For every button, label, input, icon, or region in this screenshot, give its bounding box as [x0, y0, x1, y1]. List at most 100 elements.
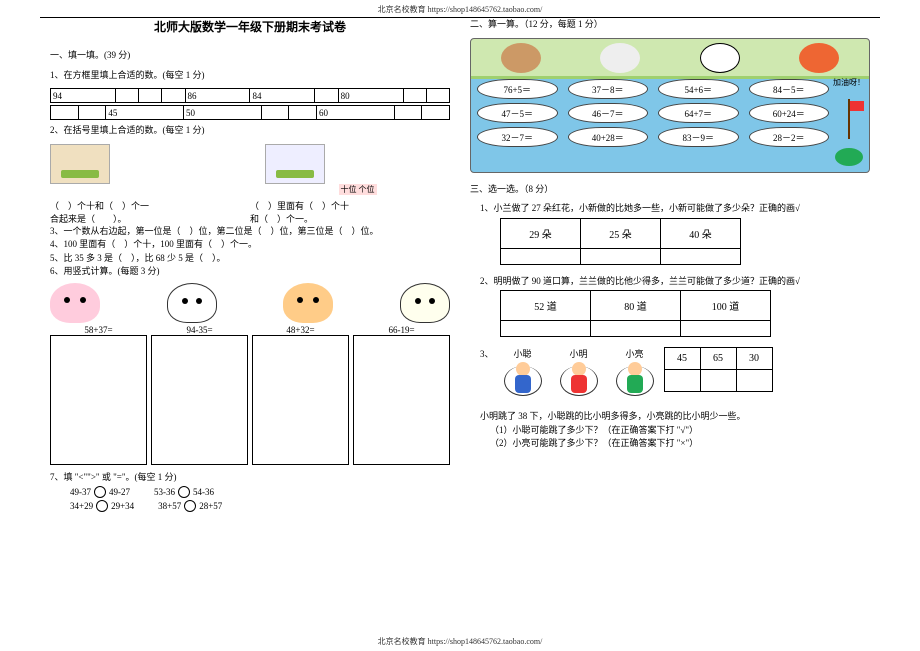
animals-row [471, 43, 869, 73]
workbox-1: 58+37= [50, 325, 147, 465]
q2-label: 2、在括号里填上合适的数。(每空 1 分) [50, 124, 450, 138]
cmp-row-2: 34+29 29+34 38+57 28+57 [70, 500, 450, 512]
q4: 4、100 里面有（ ）个十，100 里面有（ ）个一。 [50, 238, 450, 252]
cell: 50 [183, 106, 261, 120]
kid-jump-icon [616, 362, 654, 406]
bubble: 28－2＝ [749, 127, 830, 147]
cell: 94 [51, 89, 116, 103]
cell [315, 89, 338, 103]
eq-1: 58+37= [50, 325, 147, 335]
q1-table-row1: 94 86 84 80 [50, 88, 450, 103]
kid-jump-icon [560, 362, 598, 406]
kid-jump-icon [504, 362, 542, 406]
rabbit-icon [600, 43, 640, 73]
q3: 3、一个数从右边起，第一位是（ ）位，第二位是（ ）位，第三位是（ ）位。 [50, 225, 450, 239]
kids-row: 小聪 小明 小亮 [504, 347, 654, 406]
kid-1-label: 小聪 [504, 347, 542, 360]
blank-cell [700, 370, 736, 392]
workbox-4: 66-19= [353, 325, 450, 465]
kid-2-label: 小明 [560, 347, 598, 360]
cell: 80 [338, 89, 403, 103]
cmp-r: 29+34 [111, 501, 134, 511]
blank-circle [178, 486, 190, 498]
opt: 52 道 [501, 291, 591, 321]
cell: 60 [316, 106, 394, 120]
cell [51, 106, 79, 120]
kid-3: 小亮 [616, 347, 654, 406]
bubble: 60+24＝ [749, 103, 830, 123]
sheep-icon [400, 283, 450, 323]
workarea-3 [252, 335, 349, 465]
cmp-r: 49-27 [109, 487, 130, 497]
s3-q1: 1、小兰做了 27 朵红花，小新做的比她多一些，小新可能做了多少朵？正确的画√ [480, 202, 870, 216]
q7-label: 7、填 "<"">" 或 "="。(每空 1 分) [50, 471, 450, 485]
opt: 80 道 [591, 291, 681, 321]
q2-text-row2: 合起来是（ ）。 和（ ）个一。 [50, 212, 450, 225]
num: 65 [700, 348, 736, 370]
flag-icon [839, 99, 859, 139]
blocks-image [50, 144, 110, 184]
section-3-heading: 三、选一选。（8 分） [470, 183, 870, 197]
abacus-image [265, 144, 325, 184]
right-column: 二、算一算。（12 分，每题 1 分） 加油呀！ 76+5＝ 37－8＝ 54+… [470, 18, 870, 633]
q1-table-row2: 45 50 60 [50, 105, 450, 120]
bubble: 84－5＝ [749, 79, 830, 99]
cmp-r: 54-36 [193, 487, 214, 497]
blank-cell [736, 370, 772, 392]
section-2-heading: 二、算一算。（12 分，每题 1 分） [470, 18, 870, 32]
opt: 29 朵 [501, 218, 581, 248]
s3-q3-table: 45 65 30 [664, 347, 773, 392]
blank-cell [581, 248, 661, 264]
eq-2: 94-35= [151, 325, 248, 335]
blank-cell [501, 248, 581, 264]
q2-left-2: 合起来是（ ）。 [50, 212, 250, 225]
kid-3-label: 小亮 [616, 347, 654, 360]
cheer-label: 加油呀！ [833, 77, 865, 88]
blank-cell [664, 370, 700, 392]
cell: 84 [250, 89, 315, 103]
opt: 40 朵 [661, 218, 741, 248]
cell [289, 106, 317, 120]
bubble: 54+6＝ [658, 79, 739, 99]
cartoon-row [50, 283, 450, 323]
bubble: 76+5＝ [477, 79, 558, 99]
cmp-l: 34+29 [70, 501, 93, 511]
q2-left-1: （ ）个十和（ ）个一 [50, 199, 250, 212]
cmp-l: 53-36 [154, 487, 175, 497]
rabbit-icon [50, 283, 100, 323]
bubble: 32－7＝ [477, 127, 558, 147]
blank-cell [501, 321, 591, 337]
cell [426, 89, 449, 103]
vertical-calc-boxes: 58+37= 94-35= 48+32= 66-19= [50, 325, 450, 465]
q3-prefix: 3、 [480, 347, 494, 360]
kid-2: 小明 [560, 347, 598, 406]
s3-q1-table: 29 朵 25 朵 40 朵 [500, 218, 741, 265]
num: 45 [664, 348, 700, 370]
opt: 25 朵 [581, 218, 661, 248]
workbox-2: 94-35= [151, 325, 248, 465]
blank-cell [591, 321, 681, 337]
opt: 100 道 [681, 291, 771, 321]
bubble: 83－9＝ [658, 127, 739, 147]
cell [403, 89, 426, 103]
cell [394, 106, 422, 120]
bubble: 64+7＝ [658, 103, 739, 123]
cmp-3: 34+29 29+34 [70, 500, 134, 512]
kitty-icon [167, 283, 217, 323]
eq-3: 48+32= [252, 325, 349, 335]
page-content: 北师大版数学一年级下册期末考试卷 一、填一填。(39 分) 1、在方框里填上合适… [50, 18, 870, 633]
monkey-icon [501, 43, 541, 73]
kid-1: 小聪 [504, 347, 542, 406]
workarea-1 [50, 335, 147, 465]
page-header: 北京名校教育 https://shop148645762.taobao.com/ [40, 4, 880, 18]
left-column: 北师大版数学一年级下册期末考试卷 一、填一填。(39 分) 1、在方框里填上合适… [50, 18, 450, 633]
blank-circle [184, 500, 196, 512]
q2-text-row1: （ ）个十和（ ）个一 （ ）里面有（ ）个十 [50, 199, 450, 212]
section-1-heading: 一、填一填。(39 分) [50, 49, 450, 63]
calc-illustration: 加油呀！ 76+5＝ 37－8＝ 54+6＝ 84－5＝ 47－5＝ 46－7＝… [470, 38, 870, 173]
blank-circle [94, 486, 106, 498]
cmp-r: 28+57 [199, 501, 222, 511]
monkey-icon [283, 283, 333, 323]
panda-icon [700, 43, 740, 73]
cmp-4: 38+57 28+57 [158, 500, 222, 512]
